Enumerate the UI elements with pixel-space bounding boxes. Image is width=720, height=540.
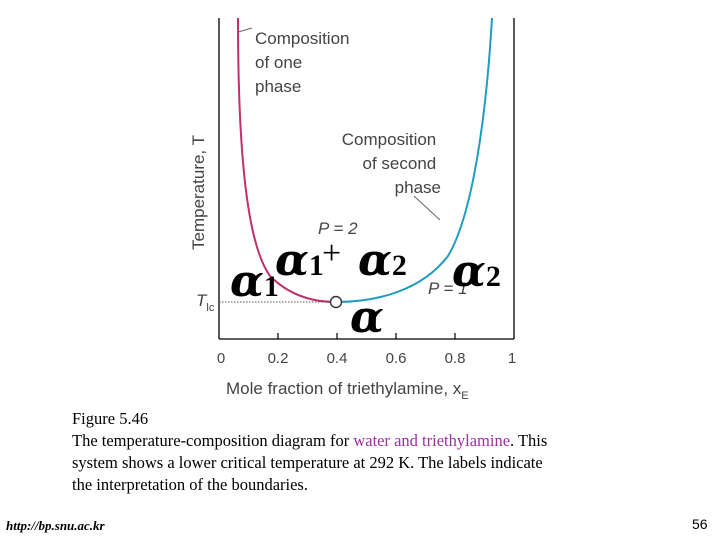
x-tick-label: 0.4 <box>327 350 348 367</box>
x-axis-label-subscript: E <box>461 390 468 400</box>
figure-caption: Figure 5.46 The temperature-composition … <box>72 408 672 496</box>
x-tick-label: 0.2 <box>268 350 289 367</box>
page-number: 56 <box>692 516 708 532</box>
x-tick-label: 1 <box>508 350 516 367</box>
phase-diagram: Temperature, T Mole fraction of triethyl… <box>189 17 516 400</box>
one-phase-label: Composition of one phase <box>255 29 354 96</box>
caption-title: Figure 5.46 <box>72 409 149 428</box>
alpha-single-phase-label: α <box>350 292 384 343</box>
alpha1-left-label: α1 <box>230 256 279 307</box>
x-tick-label: 0.6 <box>386 350 407 367</box>
second-phase-label: Composition of second phase <box>342 130 441 197</box>
x-axis-label: Mole fraction of triethylamine, xE <box>226 379 469 400</box>
one-phase-pointer <box>237 27 253 33</box>
p-equals-2-label: P = 2 <box>318 219 358 238</box>
caption-line: The temperature-composition diagram for … <box>72 431 548 450</box>
footer-url-link[interactable]: http://bp.snu.ac.kr <box>6 518 105 533</box>
caption-highlight: water and triethylamine <box>353 431 511 450</box>
x-tick-marks <box>277 333 456 339</box>
p-equals-1-label: P = 1 <box>428 279 468 298</box>
caption-line: system shows a lower critical temperatur… <box>72 453 543 472</box>
x-tick-label: 0 <box>217 350 225 367</box>
right-branch-curve <box>335 17 493 303</box>
caption-line: the interpretation of the boundaries. <box>72 475 308 494</box>
critical-point-marker <box>329 295 343 309</box>
alpha2-right-label: α2 <box>452 246 501 297</box>
tlc-label: Tlc <box>196 291 215 314</box>
y-axis-label: Temperature, T <box>189 135 208 250</box>
alpha1-two-phase-label: α1 <box>275 235 324 286</box>
second-phase-pointer <box>413 195 441 221</box>
alpha2-two-phase-label: α2 <box>358 235 407 286</box>
tlc-subscript: lc <box>206 302 214 314</box>
plus-sign: + <box>322 235 341 272</box>
x-tick-label: 0.8 <box>445 350 466 367</box>
left-branch-curve <box>237 17 337 303</box>
